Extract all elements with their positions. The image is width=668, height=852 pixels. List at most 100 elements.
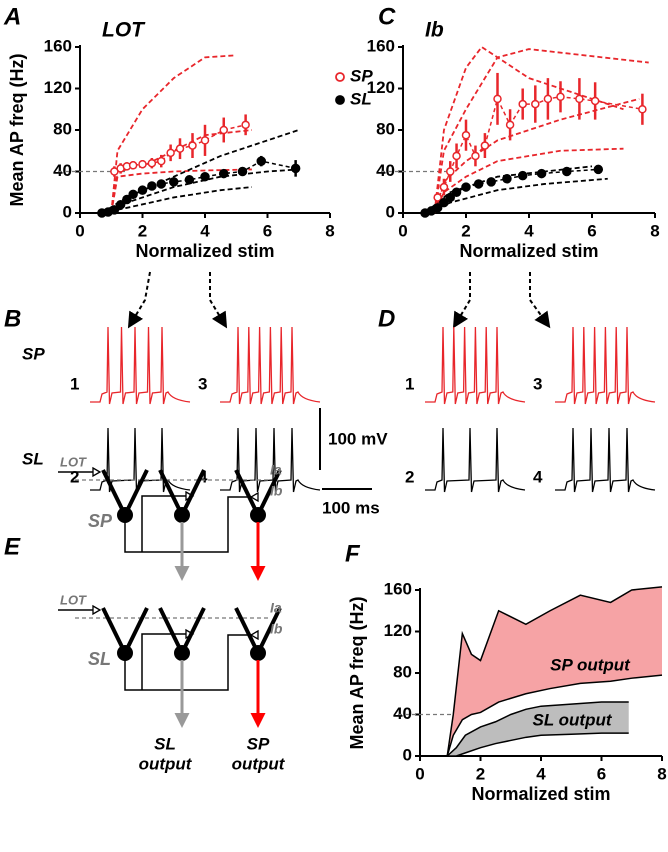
circuit-diagram (58, 466, 282, 728)
data-point (122, 194, 132, 205)
band-upper (446, 701, 629, 757)
data-point (486, 177, 496, 187)
soma (250, 645, 266, 661)
y-tick-label: 40 (393, 704, 412, 723)
legend-label: SL (350, 89, 372, 108)
output-label: output (232, 754, 286, 773)
voltage-trace (555, 326, 656, 405)
data-point (517, 170, 528, 181)
data-point (109, 205, 120, 215)
band-lower (435, 674, 663, 757)
data-point (461, 182, 471, 192)
data-point (137, 185, 148, 195)
layer-label: Ib (270, 621, 283, 637)
band-label: SP output (550, 655, 631, 674)
data-point (432, 203, 443, 213)
panel-label: F (345, 540, 361, 567)
trace-line (433, 98, 640, 214)
x-tick-label: 8 (650, 221, 659, 240)
x-tick-label: 0 (75, 221, 84, 240)
layer-label: Ia (270, 462, 282, 478)
synapse (92, 604, 102, 616)
x-axis-label: Normalized stim (459, 241, 598, 261)
data-point (471, 151, 480, 161)
input-label: LOT (60, 454, 87, 469)
output-label: SP (247, 734, 270, 753)
layer-label: Ib (270, 483, 283, 499)
voltage-trace (425, 326, 526, 405)
x-tick-label: 6 (587, 221, 596, 240)
trace-line (101, 168, 299, 214)
x-tick-label: 2 (476, 764, 485, 783)
x-tick-label: 8 (657, 764, 666, 783)
y-tick-label: 120 (367, 78, 395, 97)
trace-line (110, 54, 237, 214)
data-point (219, 168, 229, 179)
voltage-trace (220, 427, 321, 493)
scale-label: 100 mV (328, 429, 388, 448)
y-tick-label: 80 (376, 119, 395, 138)
y-tick-label: 40 (376, 161, 395, 180)
trace-line (110, 168, 252, 214)
input-label: LOT (60, 592, 87, 607)
x-tick-label: 6 (263, 221, 272, 240)
trace-number: 4 (198, 467, 208, 486)
data-point (200, 171, 210, 182)
y-tick-label: 0 (386, 202, 395, 221)
data-point (175, 144, 185, 153)
data-point (128, 189, 138, 200)
trace-number: 1 (70, 374, 79, 393)
ib-input (124, 633, 258, 691)
data-point (480, 141, 490, 150)
y-axis-label: Mean AP freq (Hz) (347, 596, 367, 749)
voltage-trace (90, 427, 191, 493)
band-upper (435, 586, 663, 757)
data-point (188, 141, 197, 150)
data-point (156, 179, 166, 189)
layer-label: Ia (270, 600, 282, 616)
y-tick-label: 0 (63, 202, 72, 221)
x-axis-label: Normalized stim (471, 784, 610, 804)
data-point (115, 199, 126, 210)
synapse (249, 491, 259, 503)
data-point (451, 187, 462, 197)
voltage-trace (90, 326, 191, 405)
panel-label: A (3, 3, 21, 30)
chart-title: Ib (425, 19, 444, 42)
trace-number: 3 (198, 374, 207, 393)
y-tick-label: 160 (44, 36, 72, 55)
chart-title: LOT (102, 19, 146, 42)
data-point (166, 148, 175, 158)
data-point (138, 159, 147, 169)
soma (117, 507, 133, 523)
data-point (543, 94, 553, 104)
y-tick-label: 80 (393, 662, 412, 681)
row-label: SL (22, 449, 44, 468)
data-point (445, 192, 455, 203)
cell-label: SL (88, 649, 111, 669)
x-tick-label: 6 (597, 764, 606, 783)
y-tick-label: 160 (367, 36, 395, 55)
pointer-arrows (127, 271, 551, 329)
data-point (128, 161, 138, 170)
trace-line (424, 165, 593, 214)
x-tick-label: 0 (415, 764, 424, 783)
data-point (473, 179, 484, 189)
x-tick-label: 4 (524, 221, 534, 240)
data-point (147, 158, 157, 168)
data-point (169, 177, 179, 187)
data-point (461, 130, 471, 140)
data-point (452, 151, 461, 161)
legend-label: SP (350, 66, 373, 85)
data-point (237, 166, 248, 177)
data-point (518, 99, 527, 109)
ib-input (124, 495, 258, 553)
data-point (290, 163, 301, 174)
data-point (439, 197, 449, 208)
data-point (219, 125, 228, 135)
data-point (502, 174, 512, 184)
legend-marker (335, 72, 345, 82)
data-point (446, 167, 455, 176)
trace-number: 1 (405, 374, 414, 393)
soma (174, 645, 190, 661)
